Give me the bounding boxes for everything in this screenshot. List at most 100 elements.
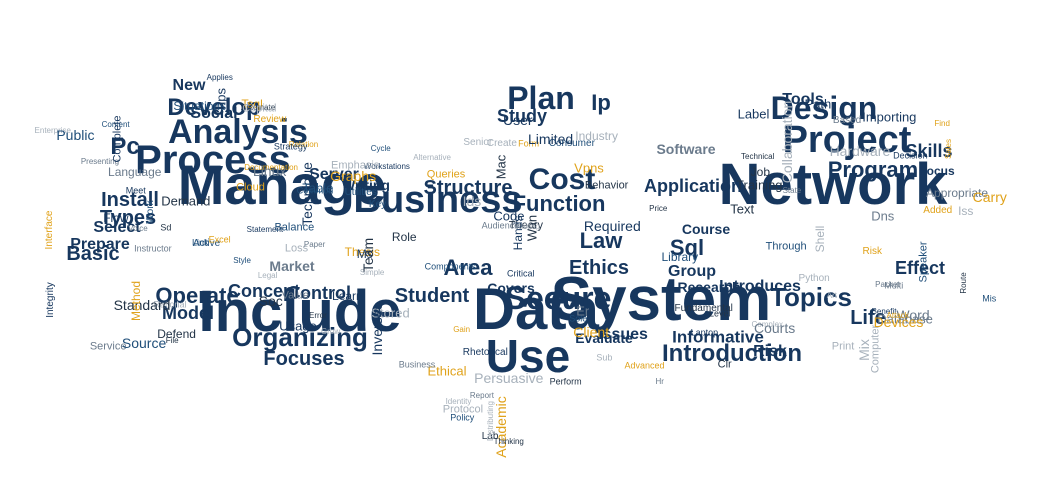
cloud-word-appropriate: Appropriate (926, 185, 989, 200)
cloud-word-stored: Stored (371, 305, 410, 321)
cloud-word-workstations: Workstations (363, 162, 410, 172)
cloud-word-concept: Concept (228, 281, 300, 301)
cloud-word-learn: Learn (332, 289, 363, 304)
cloud-word-process: Process (135, 138, 291, 182)
cloud-word-mis: Mis (982, 293, 997, 304)
cloud-word-carry: Carry (972, 188, 1007, 205)
cloud-word-hardware: Hardware (829, 142, 891, 159)
cloud-word-meet: Meet (125, 185, 146, 196)
cloud-word-skills: Skills (905, 141, 953, 161)
cloud-word-risk: Risk (862, 246, 882, 258)
cloud-word-protocol: Protocol (442, 403, 484, 416)
cloud-word-soc: Soc (258, 293, 283, 310)
cloud-word-life: Life (850, 307, 886, 329)
cloud-word-data: Data (473, 277, 599, 342)
cloud-word-use: Use (485, 330, 571, 382)
cloud-word-new: New (172, 77, 206, 94)
cloud-word-enterprise: Enterprise (34, 126, 72, 136)
cloud-word-group: Group (668, 263, 716, 280)
cloud-word-select: Select (93, 219, 141, 236)
cloud-word-ip: Ip (591, 90, 611, 115)
cloud-word-find: Find (934, 118, 950, 128)
cloud-word-study: Study (496, 106, 548, 126)
cloud-word-language: Language (108, 165, 162, 180)
cloud-word-plan: Plan (507, 80, 575, 116)
cloud-word-cost: Cost (528, 163, 596, 196)
cloud-word-benefit: Benefit (871, 306, 897, 316)
cloud-word-operate: Operate (155, 283, 239, 308)
cloud-word-organizing: Organizing (232, 322, 368, 352)
cloud-word-industry: Industry (575, 129, 618, 144)
cloud-word-manage: Manage (177, 153, 387, 216)
cloud-word-report: Report (469, 390, 494, 400)
cloud-word-art: Art (826, 290, 838, 300)
cloud-word-law: Law (579, 228, 623, 253)
cloud-word-multi: Multi (884, 280, 904, 291)
cloud-word-ids: Ids (462, 192, 482, 209)
cloud-word-source: Source (121, 334, 167, 351)
cloud-word-emphasis: Emphasis (331, 159, 380, 172)
cloud-word-courts: Courts (753, 320, 796, 337)
cloud-word-course: Course (681, 221, 731, 237)
cloud-word-market: Market (269, 258, 315, 274)
cloud-word-writing: Writing (342, 177, 390, 193)
cloud-word-student: Student (394, 285, 470, 307)
cloud-word-tsql: Tsql (241, 96, 263, 111)
cloud-word-automate: Automate (240, 103, 276, 113)
cloud-word-state: State (782, 185, 802, 195)
cloud-word-statement: Statement (246, 225, 284, 235)
cloud-word-service: Service (89, 340, 127, 353)
cloud-word-method: Method (128, 281, 143, 322)
cloud-word-cloud: Cloud (236, 181, 265, 194)
cloud-word-active: Active (192, 237, 221, 249)
cloud-word-key: Key (368, 199, 387, 211)
cloud-word-file: File (165, 336, 179, 346)
cloud-word-function: Function (512, 191, 606, 216)
cloud-word-text: Text (730, 201, 755, 217)
cloud-word-topics: Topics (770, 282, 852, 312)
cloud-word-grow: Grow (321, 326, 341, 336)
cloud-word-network: Network (718, 152, 948, 217)
cloud-word-importing: Importing (862, 109, 917, 125)
cloud-word-lab: Lab (481, 430, 499, 442)
cloud-word-thinking: Thinking (493, 436, 524, 446)
cloud-word-thesis: Thesis (344, 245, 381, 260)
cloud-word-standard: Standard (113, 296, 171, 313)
cloud-word-ethical: Ethical (427, 363, 467, 379)
cloud-word-social: Social (190, 105, 238, 122)
cloud-word-er: Er (576, 303, 590, 319)
cloud-word-mix: Mix (856, 339, 873, 362)
cloud-word-introduces: Introduces (719, 278, 801, 295)
cloud-word-required: Required (583, 218, 641, 235)
cloud-word-applies: Applies (206, 73, 233, 83)
cloud-word-defend: Defend (157, 326, 196, 341)
cloud-word-packet: Packet (875, 279, 900, 289)
cloud-word-through: Through (765, 240, 807, 253)
cloud-word-library: Library (661, 249, 699, 264)
cloud-word-fundamental: Fundamental (674, 302, 733, 314)
cloud-word-integrity: Integrity (44, 281, 56, 318)
cloud-word-types: Types (99, 207, 157, 229)
cloud-word-error: Error (308, 310, 327, 320)
cloud-word-secure: Secure (504, 280, 612, 316)
cloud-word-graphs: Graphs (330, 167, 377, 184)
cloud-word-issues: Issues (598, 326, 648, 343)
cloud-word-control: Control (287, 283, 351, 303)
cloud-word-sole: Sole (569, 313, 588, 324)
cloud-word-shell: Shell (812, 225, 827, 252)
cloud-word-mac: Mac (493, 154, 509, 180)
cloud-word-simple: Simple (359, 267, 385, 277)
cloud-word-program: Program (827, 157, 919, 182)
cloud-word-prepare: Prepare (70, 236, 130, 253)
cloud-word-application: Application (644, 176, 742, 196)
cloud-word-complex: Complex (751, 319, 784, 329)
cloud-word-audience: Audience (481, 220, 520, 231)
cloud-word-distributing: Distributing (486, 401, 496, 442)
cloud-word-database: Database (877, 311, 933, 327)
cloud-word-structure: Structure (423, 177, 513, 199)
cloud-word-software: Software (656, 141, 716, 157)
cloud-word-documentation: Documentation (244, 163, 298, 173)
cloud-word-legal: Legal (257, 271, 278, 281)
cloud-word-develop: Develop (167, 94, 261, 121)
cloud-word-limited: Limited (528, 131, 574, 148)
